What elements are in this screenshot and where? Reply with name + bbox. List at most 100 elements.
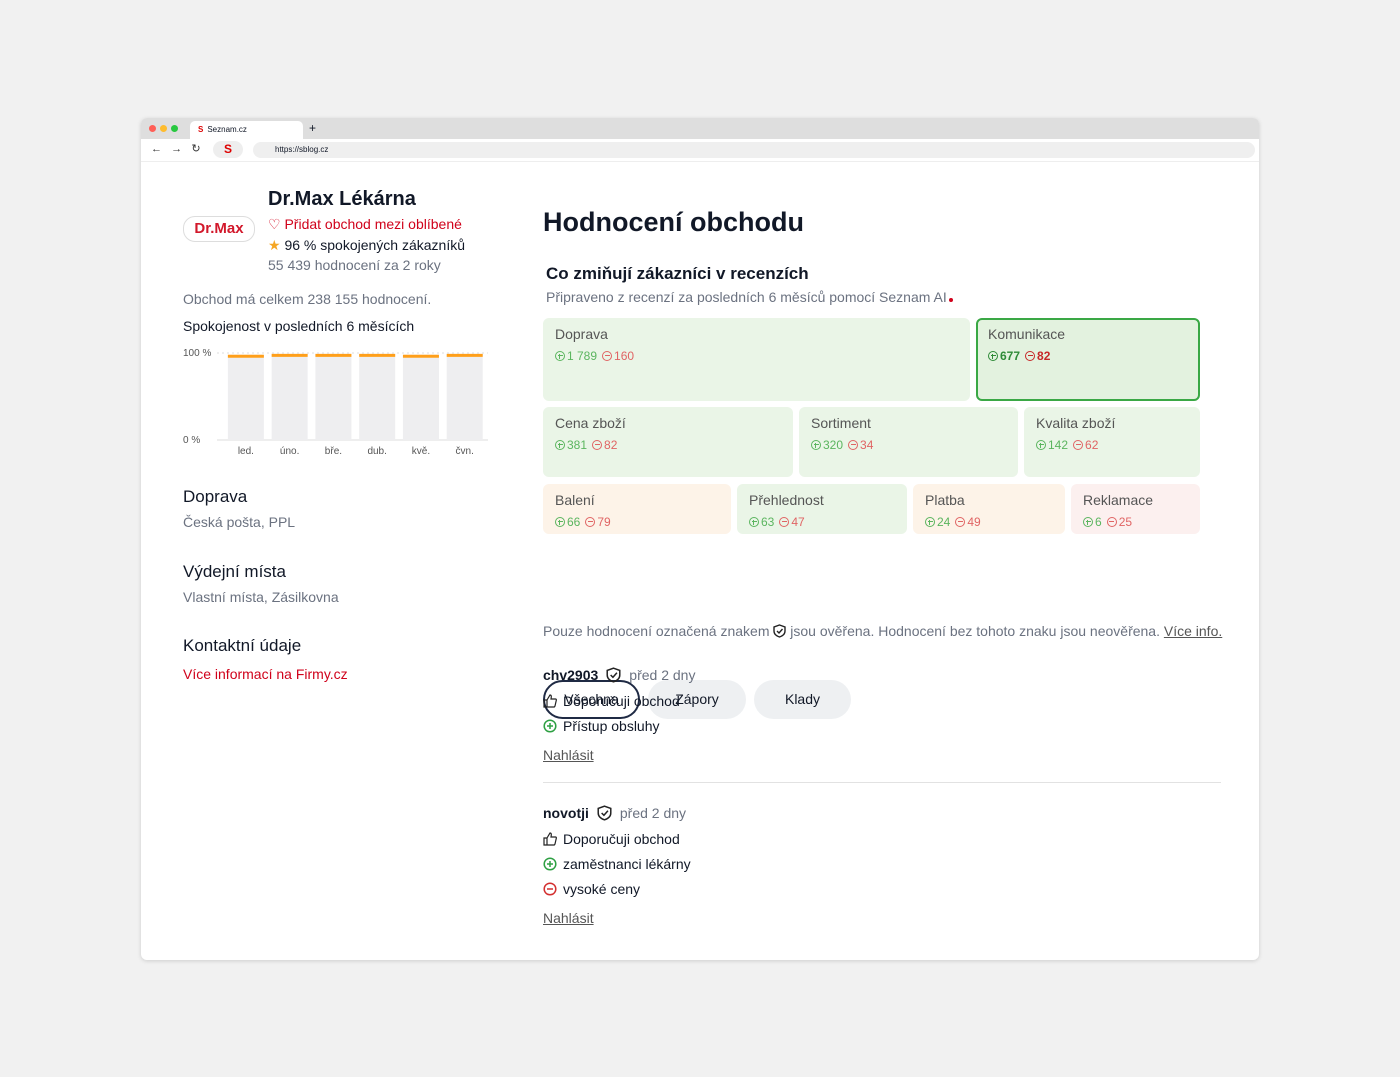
url-field[interactable]: https://sblog.cz <box>253 142 1255 158</box>
topic-tile[interactable]: Reklamace 6 25 <box>1071 484 1200 534</box>
info-title: Výdejní místa <box>183 562 286 581</box>
negative-value: 160 <box>614 349 635 363</box>
review-pro: Přístup obsluhy <box>543 713 1221 738</box>
negative-count: 82 <box>592 438 617 452</box>
positive-value: 66 <box>567 515 581 529</box>
topic-name: Komunikace <box>988 326 1066 342</box>
bar <box>446 353 483 440</box>
positive-value: 6 <box>1095 515 1102 529</box>
positive-count: 24 <box>925 515 950 529</box>
negative-count: 34 <box>848 438 873 452</box>
bar-cap <box>227 354 264 358</box>
info-title: Kontaktní údaje <box>183 636 302 655</box>
report-link[interactable]: Nahlásit <box>543 747 594 763</box>
firmy-link[interactable]: Více informací na Firmy.cz <box>183 666 348 682</box>
bar <box>271 353 308 440</box>
info-text: Vlastní místa, Zásilkovna <box>183 589 339 605</box>
tab-bar: S Seznam.cz + <box>141 118 1259 139</box>
negative-value: 47 <box>791 515 805 529</box>
y-tick-label: 0 % <box>183 435 200 446</box>
topic-name: Sortiment <box>811 415 871 431</box>
recommend: Doporučuji obchod <box>543 826 1221 851</box>
filter-button[interactable]: Všechna <box>543 680 640 719</box>
favorite-link[interactable]: ♡ Přidat obchod mezi oblíbené <box>268 216 462 232</box>
bar <box>315 353 352 440</box>
bar <box>402 354 439 440</box>
tab[interactable]: S Seznam.cz <box>190 121 303 139</box>
x-tick-label: bře. <box>325 446 342 457</box>
positive-count: 66 <box>555 515 580 529</box>
negative-value: 82 <box>1037 349 1051 363</box>
positive-value: 381 <box>567 438 588 452</box>
con-text: vysoké ceny <box>563 880 641 897</box>
bar-cap <box>271 353 308 357</box>
negative-count: 49 <box>955 515 981 529</box>
review: novotji před 2 dny Doporučuji obchod zaměst… <box>543 800 1221 927</box>
topic-tile[interactable]: Komunikace 677 82 <box>976 318 1200 401</box>
bar-cap <box>315 353 352 357</box>
positive-count: 320 <box>811 438 843 452</box>
positive-value: 24 <box>937 515 951 529</box>
bar <box>359 353 396 440</box>
topic-tile[interactable]: Doprava 1 789 160 <box>543 318 970 401</box>
positive-count: 6 <box>1083 515 1102 529</box>
satisfaction: ★ 96 % spokojených zákazníků <box>268 237 466 253</box>
positive-value: 677 <box>1000 349 1021 363</box>
review-con: vysoké ceny <box>543 876 1221 901</box>
review: chv2903 před 2 dny Doporučuji obchod Přístu… <box>543 662 1221 764</box>
topic-tile[interactable]: Kvalita zboží 142 62 <box>1024 407 1200 477</box>
favorite-text: Přidat obchod mezi oblíbené <box>284 216 462 232</box>
topic-tile[interactable]: Platba 24 49 <box>913 484 1065 534</box>
recommend-text: Doporučuji obchod <box>563 830 680 847</box>
topic-name: Platba <box>925 492 965 508</box>
info-title: Doprava <box>183 487 248 506</box>
negative-count: 47 <box>779 515 805 529</box>
notice-text: jsou ověřena. Hodnocení bez tohoto znaku… <box>790 623 1160 639</box>
positive-value: 142 <box>1048 438 1069 452</box>
more-info-link[interactable]: Více info. <box>1163 623 1223 639</box>
topic-name: Doprava <box>555 326 608 342</box>
filter-button[interactable]: Klady <box>754 680 851 719</box>
report-wrap: Nahlásit <box>543 910 1221 926</box>
bar <box>227 354 264 440</box>
negative-count: 160 <box>602 349 634 363</box>
browser-window: S Seznam.cz + ← → ↻ S https://sblog.cz Dr… <box>141 118 1259 960</box>
pro-text: zaměstnanci lékárny <box>563 855 691 872</box>
topic-name: Balení <box>555 492 595 508</box>
chart: 0 % 100 % led. úno. bře. dub. kvě. čvn. <box>183 348 488 457</box>
topic-tile[interactable]: Cena zboží 381 82 <box>543 407 793 477</box>
filter-button[interactable]: Zápory <box>648 680 746 719</box>
notice: Pouze hodnocení označená znakem jsou ově… <box>543 623 1222 639</box>
bar-cap <box>359 353 396 357</box>
total-ratings: Obchod má celkem 238 155 hodnocení. <box>183 291 432 307</box>
review-header: novotji před 2 dny <box>543 800 1221 825</box>
positive-value: 1 789 <box>567 349 598 363</box>
positive-count: 381 <box>555 438 587 452</box>
x-tick-label: úno. <box>280 446 299 457</box>
topic-tile[interactable]: Sortiment 320 34 <box>799 407 1018 477</box>
tab-title: Seznam.cz <box>207 125 247 134</box>
topic-name: Kvalita zboží <box>1036 415 1116 431</box>
bar-cap <box>446 353 483 357</box>
report-link[interactable]: Nahlásit <box>543 910 594 926</box>
positive-count: 677 <box>988 349 1020 363</box>
topic-tile[interactable]: Balení 66 79 <box>543 484 731 534</box>
topic-counts: 320 34 <box>811 438 1006 452</box>
x-tick-label: led. <box>238 446 254 457</box>
positive-value: 63 <box>761 515 775 529</box>
positive-count: 142 <box>1036 438 1068 452</box>
negative-count: 25 <box>1106 515 1133 529</box>
topics-subtitle: Připraveno z recenzí za posledních 6 měs… <box>546 289 953 305</box>
negative-value: 49 <box>967 515 981 529</box>
address-bar: ← → ↻ S https://sblog.cz <box>141 139 1259 162</box>
review-pro: zaměstnanci lékárny <box>543 851 1221 876</box>
negative-value: 25 <box>1118 515 1133 529</box>
shop-logo: Dr.Max <box>183 216 255 242</box>
negative-value: 82 <box>604 438 618 452</box>
topic-name: Cena zboží <box>555 415 626 431</box>
topic-tile[interactable]: Přehlednost 63 47 <box>737 484 907 534</box>
recommend: Doporučuji obchod <box>543 688 1221 713</box>
y-tick-label: 100 % <box>183 348 211 359</box>
positive-count: 63 <box>749 515 774 529</box>
review-header: chv2903 před 2 dny <box>543 662 1221 687</box>
